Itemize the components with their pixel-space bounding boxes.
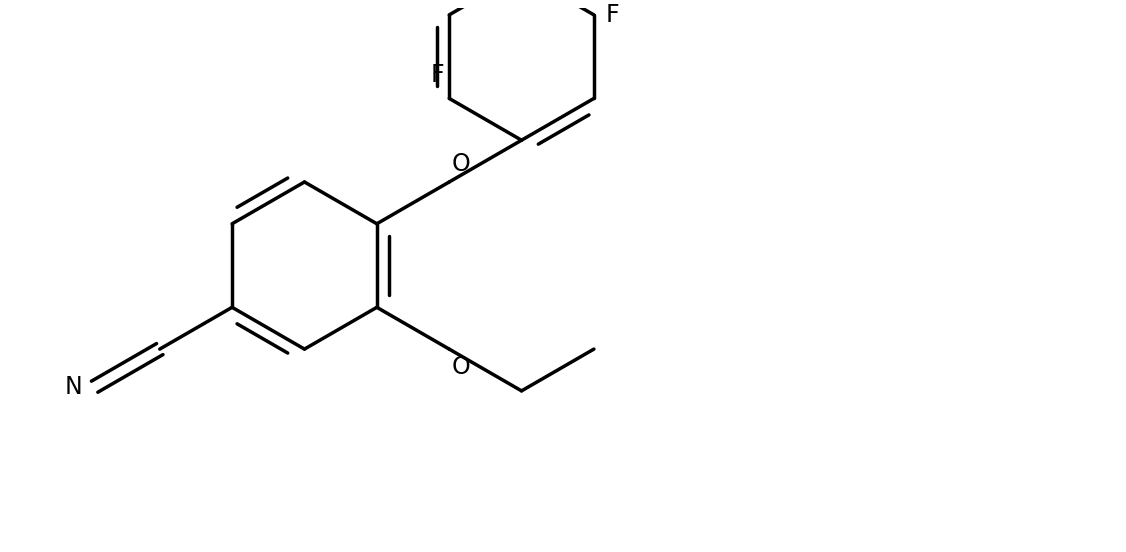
Text: N: N [65,375,83,399]
Text: F: F [606,3,619,27]
Text: O: O [452,152,470,176]
Text: O: O [452,355,470,379]
Text: F: F [430,62,445,87]
